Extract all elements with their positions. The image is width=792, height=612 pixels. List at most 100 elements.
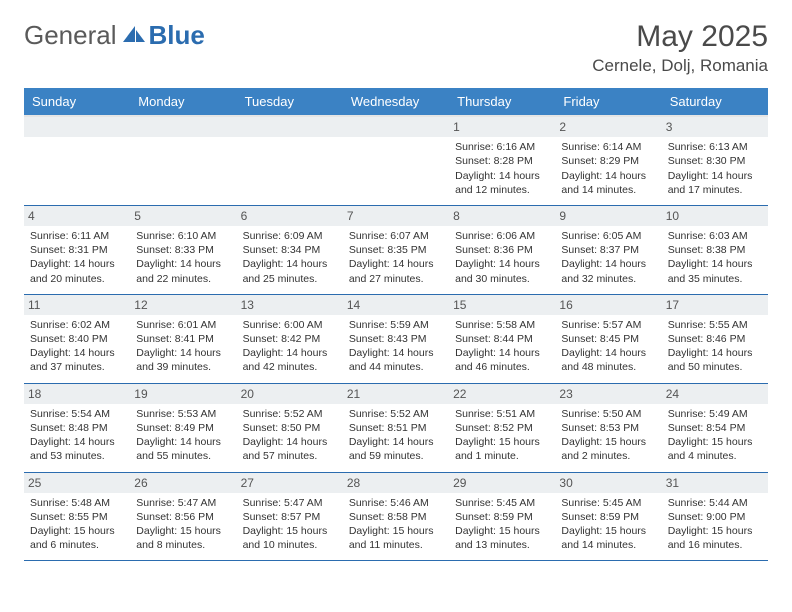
day-number: 9 [555, 206, 661, 226]
day-info-line: Daylight: 15 hours [243, 524, 337, 538]
day-number: 11 [24, 295, 130, 315]
day-info-line: Sunrise: 5:59 AM [349, 318, 443, 332]
day-info-line: and 16 minutes. [668, 538, 762, 552]
day-info-line: Daylight: 14 hours [136, 346, 230, 360]
day-info-line: Daylight: 14 hours [243, 346, 337, 360]
day-number-empty [24, 117, 130, 137]
day-info-line: Sunset: 9:00 PM [668, 510, 762, 524]
day-info-line: Daylight: 14 hours [455, 346, 549, 360]
day-info: Sunrise: 6:03 AMSunset: 8:38 PMDaylight:… [668, 229, 762, 286]
day-info-line: and 14 minutes. [561, 183, 655, 197]
day-info-line: Daylight: 14 hours [243, 435, 337, 449]
day-info-line: Sunset: 8:55 PM [30, 510, 124, 524]
calendar-table: SundayMondayTuesdayWednesdayThursdayFrid… [24, 88, 768, 561]
calendar-day-cell: 29Sunrise: 5:45 AMSunset: 8:59 PMDayligh… [449, 472, 555, 561]
day-info-line: Daylight: 14 hours [668, 169, 762, 183]
day-info: Sunrise: 5:54 AMSunset: 8:48 PMDaylight:… [30, 407, 124, 464]
calendar-day-cell: 10 Sunrise: 6:03 AMSunset: 8:38 PMDayligh… [662, 205, 768, 294]
day-info-line: and 1 minute. [455, 449, 549, 463]
day-number: 31 [662, 473, 768, 493]
day-info-line: Sunset: 8:53 PM [561, 421, 655, 435]
day-info-line: Sunrise: 6:01 AM [136, 318, 230, 332]
day-info-line: and 42 minutes. [243, 360, 337, 374]
day-info-line: Sunrise: 5:47 AM [243, 496, 337, 510]
calendar-day-cell: 28Sunrise: 5:46 AMSunset: 8:58 PMDayligh… [343, 472, 449, 561]
calendar-day-cell: 4Sunrise: 6:11 AMSunset: 8:31 PMDaylight… [24, 205, 130, 294]
day-info-line: Daylight: 14 hours [561, 346, 655, 360]
day-info-line: Sunrise: 6:11 AM [30, 229, 124, 243]
day-info: Sunrise: 5:52 AMSunset: 8:50 PMDaylight:… [243, 407, 337, 464]
day-info: Sunrise: 6:02 AMSunset: 8:40 PMDaylight:… [30, 318, 124, 375]
day-info-line: Sunrise: 5:44 AM [668, 496, 762, 510]
weekday-header: Sunday [24, 88, 130, 116]
day-info-line: Daylight: 14 hours [349, 346, 443, 360]
calendar-week-row: 25Sunrise: 5:48 AMSunset: 8:55 PMDayligh… [24, 472, 768, 561]
day-number-empty [343, 117, 449, 137]
day-info-line: and 12 minutes. [455, 183, 549, 197]
day-info-line: Sunset: 8:30 PM [668, 154, 762, 168]
calendar-day-cell: 26Sunrise: 5:47 AMSunset: 8:56 PMDayligh… [130, 472, 236, 561]
day-info-line: Sunrise: 6:03 AM [668, 229, 762, 243]
day-number: 8 [449, 206, 555, 226]
day-info-line: and 25 minutes. [243, 272, 337, 286]
day-info-line: Sunrise: 6:10 AM [136, 229, 230, 243]
day-number-empty [130, 117, 236, 137]
calendar-day-cell [130, 116, 236, 205]
day-info-line: Daylight: 14 hours [455, 169, 549, 183]
day-number: 16 [555, 295, 661, 315]
day-info-line: and 17 minutes. [668, 183, 762, 197]
day-number: 18 [24, 384, 130, 404]
day-info-line: Sunset: 8:40 PM [30, 332, 124, 346]
day-info-line: Sunrise: 5:48 AM [30, 496, 124, 510]
day-info-line: and 39 minutes. [136, 360, 230, 374]
day-info-line: Sunset: 8:36 PM [455, 243, 549, 257]
calendar-day-cell: 24Sunrise: 5:49 AMSunset: 8:54 PMDayligh… [662, 383, 768, 472]
day-number: 20 [237, 384, 343, 404]
day-info-line: Daylight: 15 hours [349, 524, 443, 538]
day-info: Sunrise: 6:06 AMSunset: 8:36 PMDaylight:… [455, 229, 549, 286]
day-info-line: Daylight: 15 hours [455, 435, 549, 449]
day-info-line: Sunset: 8:29 PM [561, 154, 655, 168]
day-info-line: and 22 minutes. [136, 272, 230, 286]
day-info: Sunrise: 5:47 AMSunset: 8:56 PMDaylight:… [136, 496, 230, 553]
logo-blue: Blue [149, 20, 205, 51]
day-info: Sunrise: 5:47 AMSunset: 8:57 PMDaylight:… [243, 496, 337, 553]
day-number: 22 [449, 384, 555, 404]
day-info-line: Sunrise: 6:05 AM [561, 229, 655, 243]
calendar-day-cell: 20 Sunrise: 5:52 AMSunset: 8:50 PMDayligh… [237, 383, 343, 472]
day-number: 12 [130, 295, 236, 315]
calendar-day-cell: 7Sunrise: 6:07 AMSunset: 8:35 PMDaylight… [343, 205, 449, 294]
day-info: Sunrise: 5:45 AMSunset: 8:59 PMDaylight:… [561, 496, 655, 553]
calendar-week-row: 18 Sunrise: 5:54 AMSunset: 8:48 PMDayligh… [24, 383, 768, 472]
day-number: 23 [555, 384, 661, 404]
calendar-day-cell: 19Sunrise: 5:53 AMSunset: 8:49 PMDayligh… [130, 383, 236, 472]
day-number: 17 [662, 295, 768, 315]
day-info-line: Sunset: 8:28 PM [455, 154, 549, 168]
day-info-line: Sunset: 8:57 PM [243, 510, 337, 524]
day-number: 21 [343, 384, 449, 404]
day-info-line: Sunrise: 5:52 AM [349, 407, 443, 421]
day-number: 5 [130, 206, 236, 226]
day-info-line: Daylight: 15 hours [561, 435, 655, 449]
day-info-line: Daylight: 14 hours [349, 257, 443, 271]
day-number: 27 [237, 473, 343, 493]
day-info: Sunrise: 6:10 AMSunset: 8:33 PMDaylight:… [136, 229, 230, 286]
day-number: 1 [449, 117, 555, 137]
day-info-line: Sunset: 8:42 PM [243, 332, 337, 346]
day-info-line: Sunset: 8:35 PM [349, 243, 443, 257]
day-number: 2 [555, 117, 661, 137]
day-number: 10 [662, 206, 768, 226]
day-info: Sunrise: 6:14 AMSunset: 8:29 PMDaylight:… [561, 140, 655, 197]
logo-sail-icon [121, 24, 147, 44]
day-info-line: Sunset: 8:34 PM [243, 243, 337, 257]
day-info-line: Sunrise: 5:49 AM [668, 407, 762, 421]
day-info: Sunrise: 5:53 AMSunset: 8:49 PMDaylight:… [136, 407, 230, 464]
day-number: 30 [555, 473, 661, 493]
header: General Blue May 2025 Cernele, Dolj, Rom… [24, 20, 768, 76]
calendar-day-cell: 6Sunrise: 6:09 AMSunset: 8:34 PMDaylight… [237, 205, 343, 294]
day-info-line: Daylight: 14 hours [668, 346, 762, 360]
day-info-line: Sunrise: 5:45 AM [561, 496, 655, 510]
day-number: 15 [449, 295, 555, 315]
day-info: Sunrise: 5:57 AMSunset: 8:45 PMDaylight:… [561, 318, 655, 375]
day-info: Sunrise: 5:58 AMSunset: 8:44 PMDaylight:… [455, 318, 549, 375]
